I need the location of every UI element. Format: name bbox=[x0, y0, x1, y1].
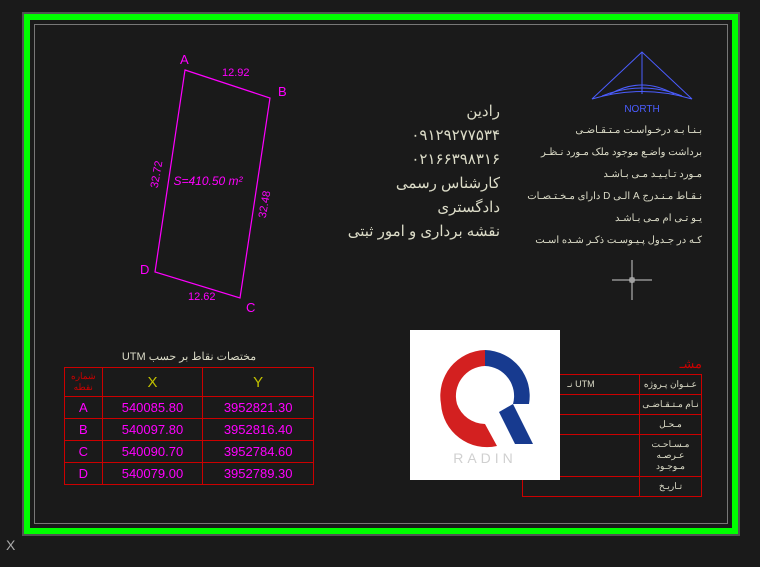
note-line: نـقـاط مـنـدرج A الـی D دارای مـخـتـصـات… bbox=[522, 186, 702, 230]
contact-line: کارشناس رسمی دادگستری bbox=[330, 172, 500, 220]
logo-text: RADIN bbox=[453, 450, 517, 466]
edge-AB-len: 12.92 bbox=[222, 67, 250, 79]
vertex-A: A bbox=[180, 52, 189, 67]
table-row: A 540085.80 3952821.30 bbox=[65, 397, 314, 419]
table-row: D 540079.00 3952789.30 bbox=[65, 463, 314, 485]
edge-BC-len: 32.48 bbox=[257, 190, 274, 219]
contact-block: رادین ۰۹۱۲۹۲۷۷۵۳۴ ۰۲۱۶۶۳۹۸۳۱۶ کارشناس رس… bbox=[330, 100, 500, 244]
vertex-B: B bbox=[278, 84, 287, 99]
vertex-C: C bbox=[246, 300, 255, 315]
coord-th-y: Y bbox=[203, 368, 314, 397]
note-line: برداشت واضـع موجود ملک مـورد نـظـر مـورد… bbox=[522, 142, 702, 186]
axis-x-label: X bbox=[6, 537, 15, 553]
edge-DA-len: 32.72 bbox=[149, 160, 166, 189]
area-label: S=410.50 m² bbox=[173, 174, 243, 188]
table-row: B 540097.80 3952816.40 bbox=[65, 419, 314, 441]
coord-table-wrap: مختصات نقاط بر حسب UTM شماره نقطه X Y A … bbox=[64, 350, 314, 485]
notes-block: بـنـا بـه درخـواسـت مـتـقـاضـی برداشت وا… bbox=[522, 120, 702, 252]
table-row: C 540090.70 3952784.60 bbox=[65, 441, 314, 463]
contact-line: ۰۲۱۶۶۳۹۸۳۱۶ bbox=[330, 148, 500, 172]
contact-line: رادین bbox=[330, 100, 500, 124]
edge-CD-len: 12.62 bbox=[188, 291, 216, 303]
parcel-plot: A B C D 12.92 32.48 12.62 32.72 S=410.50… bbox=[100, 50, 320, 320]
coord-table-title: مختصات نقاط بر حسب UTM bbox=[64, 350, 314, 363]
crosshair-icon bbox=[612, 260, 652, 300]
coord-th-x: X bbox=[102, 368, 203, 397]
north-compass: NORTH bbox=[582, 44, 702, 124]
drawing-frame: A B C D 12.92 32.48 12.62 32.72 S=410.50… bbox=[24, 14, 738, 534]
contact-line: نقشه برداری و امور ثبتی bbox=[330, 220, 500, 244]
radin-logo: RADIN bbox=[410, 330, 560, 480]
compass-label: NORTH bbox=[624, 104, 659, 115]
contact-line: ۰۹۱۲۹۲۷۷۵۳۴ bbox=[330, 124, 500, 148]
coord-th-pt: شماره نقطه bbox=[65, 368, 103, 397]
note-line: کـه در جـدول پـیـوسـت ذکـر شـده اسـت bbox=[522, 230, 702, 252]
vertex-D: D bbox=[140, 262, 149, 277]
coord-table: شماره نقطه X Y A 540085.80 3952821.30 B … bbox=[64, 367, 314, 485]
